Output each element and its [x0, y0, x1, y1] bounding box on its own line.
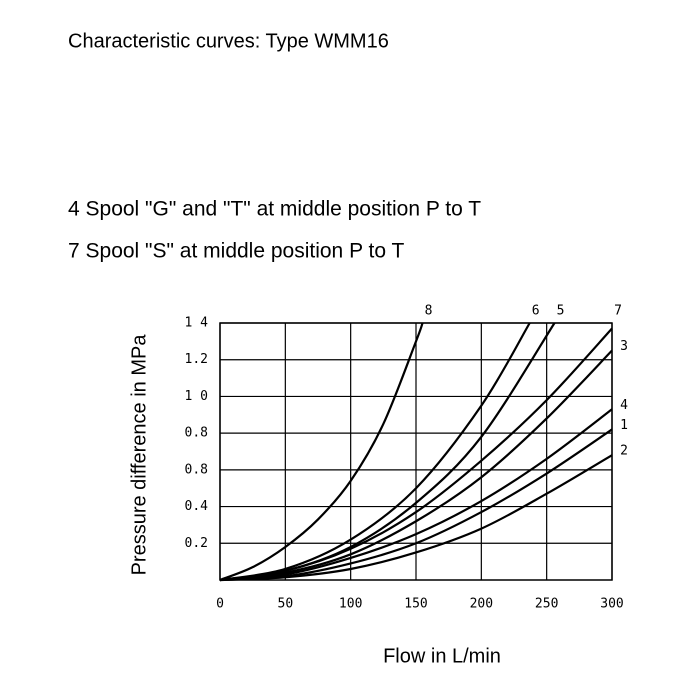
y-tick-label: 1 0 [185, 389, 208, 404]
x-tick-label: 100 [339, 597, 362, 612]
subtitle: 7 Spool "S" at middle position P to T [68, 240, 405, 263]
curve [219, 322, 556, 582]
curve-label: 3 [620, 339, 628, 354]
curve [219, 408, 613, 582]
x-tick-label: 300 [600, 597, 623, 612]
curve-label: 7 [614, 304, 622, 319]
curve [219, 322, 531, 582]
y-tick-label: 1.2 [185, 352, 208, 367]
curve [219, 349, 613, 582]
x-tick-label: 0 [216, 597, 224, 612]
x-tick-label: 200 [470, 597, 493, 612]
subtitle: 4 Spool "G" and "T" at middle position P… [68, 198, 481, 221]
y-axis-label: Pressure difference in MPa [128, 334, 150, 576]
y-tick-label: 0.2 [185, 536, 208, 551]
x-axis-label: Flow in L/min [383, 645, 501, 667]
chart-title: Characteristic curves: Type WMM16 [68, 30, 389, 52]
curve [219, 322, 424, 582]
curve [219, 327, 613, 582]
curve-label: 6 [532, 304, 540, 319]
y-tick-label: 0.8 [185, 462, 208, 477]
y-tick-label: 0.4 [185, 499, 209, 514]
y-tick-label: 1 4 [185, 316, 209, 331]
curve [219, 454, 613, 582]
y-tick-label: 0.8 [185, 426, 208, 441]
x-tick-label: 50 [278, 597, 294, 612]
curve-label: 5 [557, 304, 565, 319]
curve-label: 8 [425, 304, 433, 319]
x-tick-label: 150 [404, 597, 427, 612]
curve-label: 4 [620, 398, 628, 413]
curve-label: 1 [620, 418, 628, 433]
x-tick-label: 250 [535, 597, 558, 612]
curve-label: 2 [620, 444, 628, 459]
